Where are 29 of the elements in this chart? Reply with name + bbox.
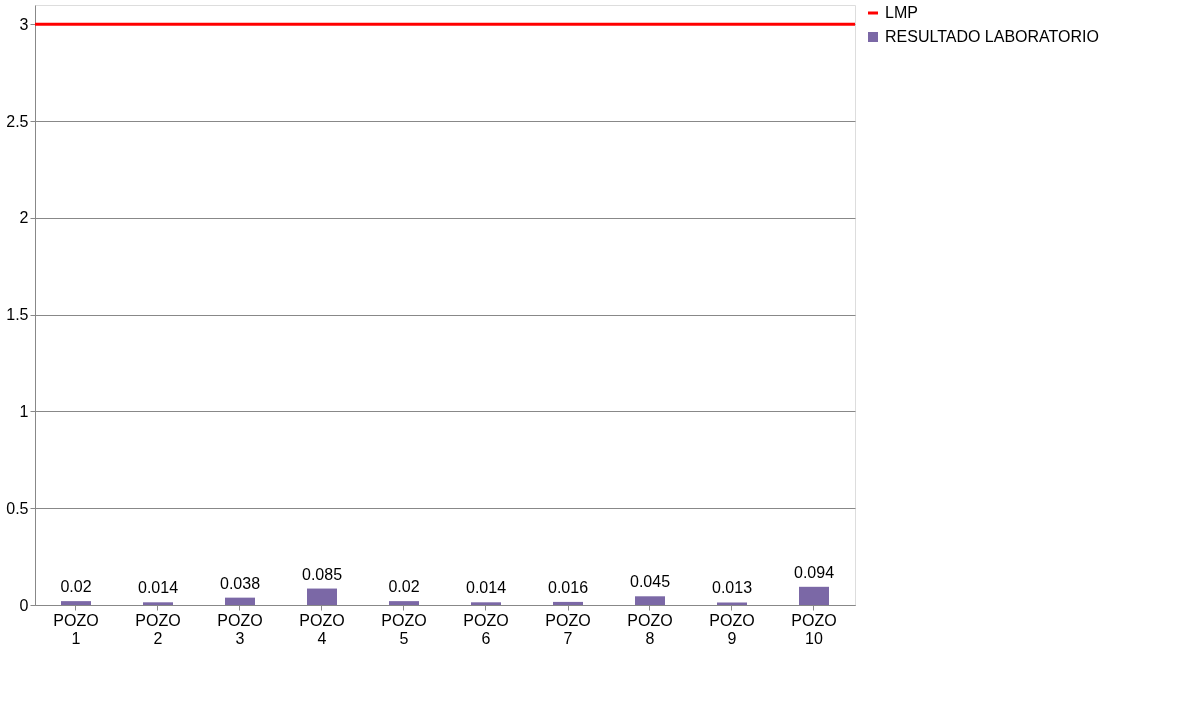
data-label: 0.038 — [219, 574, 261, 592]
data-label: 0.02 — [388, 578, 420, 596]
data-label: 0.045 — [629, 573, 671, 591]
data-label: 0.02 — [60, 578, 92, 596]
y-tick-label: 2.5 — [6, 112, 29, 130]
legend-label: RESULTADO LABORATORIO — [885, 28, 1099, 45]
x-tick-label: POZO 3 — [217, 611, 263, 647]
data-label: 0.014 — [137, 579, 179, 597]
data-label: 0.013 — [711, 579, 753, 597]
y-tick-label: 0.5 — [6, 499, 29, 517]
y-tick-label: 1.5 — [6, 306, 29, 324]
x-tick-label: POZO 4 — [299, 611, 345, 647]
x-tick-label: POZO 8 — [627, 611, 673, 647]
y-tick-label: 1 — [19, 402, 29, 420]
x-tick-label: POZO 1 — [53, 611, 99, 647]
x-tick-label: POZO 7 — [545, 611, 591, 647]
x-tick-label: POZO 5 — [381, 611, 427, 647]
y-tick-label: 2 — [19, 209, 29, 227]
ref-line-label: LMP — [885, 4, 918, 21]
data-label: 0.016 — [547, 578, 589, 596]
x-tick-label: POZO 6 — [463, 611, 509, 647]
x-tick-label: POZO 2 — [135, 611, 181, 647]
data-label: 0.085 — [301, 565, 343, 583]
y-tick-label: 3 — [19, 15, 29, 33]
x-tick-label: POZO 10 — [791, 611, 837, 647]
data-label: 0.014 — [465, 579, 507, 597]
y-tick-label: 0 — [19, 596, 29, 614]
x-tick-label: POZO 9 — [709, 611, 755, 647]
data-label: 0.094 — [793, 563, 835, 581]
